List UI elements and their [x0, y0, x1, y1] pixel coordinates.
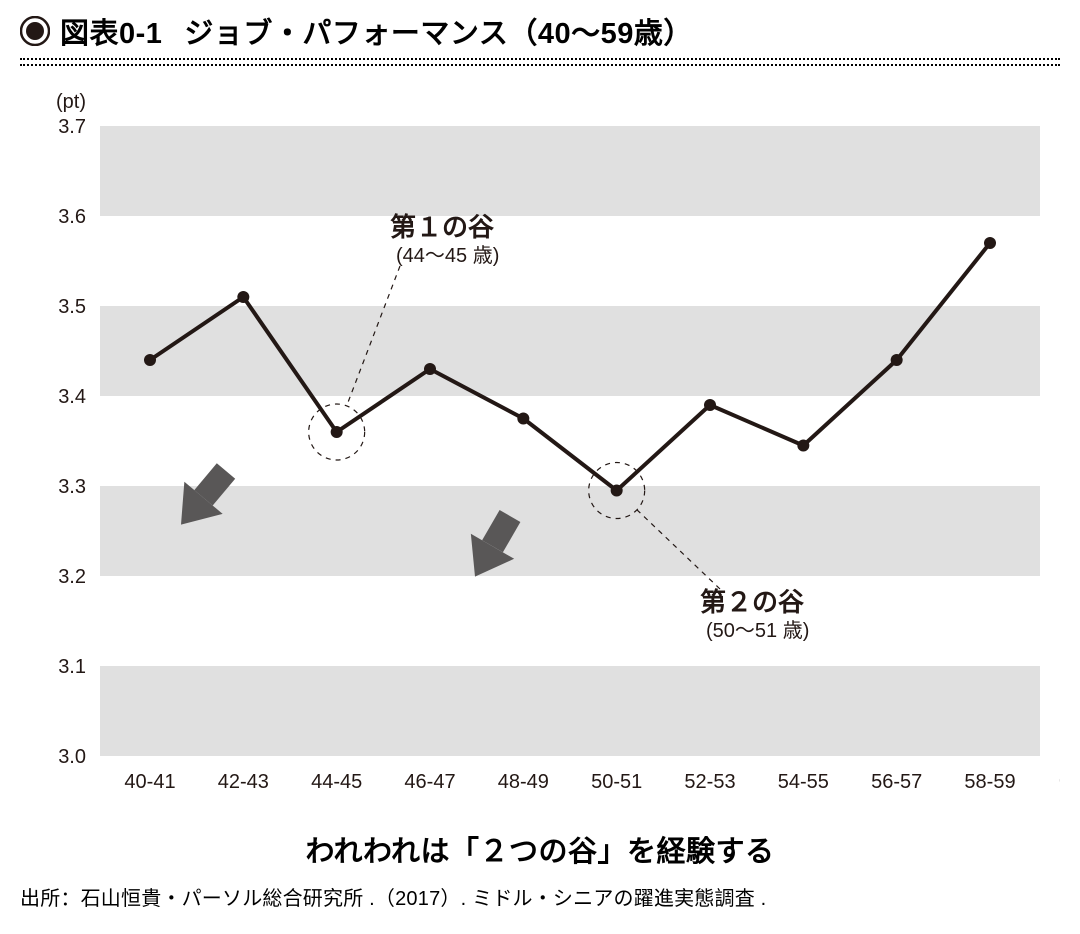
y-tick-label: 3.3	[58, 476, 86, 498]
data-marker	[611, 485, 623, 497]
data-marker	[331, 426, 343, 438]
y-tick-label: 3.7	[58, 116, 86, 138]
x-tick-label: 58-59	[964, 771, 1015, 793]
data-marker	[517, 413, 529, 425]
y-tick-label: 3.6	[58, 206, 86, 228]
grid-band	[100, 396, 1040, 486]
figure-header: 図表0-1 ジョブ・パフォーマンス（40～59歳）	[20, 10, 1060, 58]
data-marker	[144, 354, 156, 366]
x-tick-label: 54-55	[778, 771, 829, 793]
x-tick-label: 52-53	[684, 771, 735, 793]
data-marker	[797, 440, 809, 452]
valley-subtitle: (44～45 歳)	[396, 244, 499, 267]
data-marker	[984, 237, 996, 249]
data-marker	[237, 291, 249, 303]
x-tick-label: 48-49	[498, 771, 549, 793]
grid-band	[100, 306, 1040, 396]
grid-band	[100, 486, 1040, 576]
x-tick-label: 42-43	[218, 771, 269, 793]
x-tick-label: 44-45	[311, 771, 362, 793]
y-tick-label: 3.1	[58, 656, 86, 678]
grid-band	[100, 666, 1040, 756]
x-tick-label: 46-47	[404, 771, 455, 793]
divider-top	[20, 58, 1060, 60]
y-unit-label: (pt)	[56, 91, 86, 113]
y-tick-label: 3.0	[58, 746, 86, 768]
grid-band	[100, 126, 1040, 216]
divider-top-2	[20, 64, 1060, 66]
y-tick-label: 3.2	[58, 566, 86, 588]
x-unit-label: （歳）	[1046, 770, 1060, 793]
data-marker	[704, 399, 716, 411]
valley-title: 第１の谷	[390, 212, 495, 242]
x-tick-label: 50-51	[591, 771, 642, 793]
figure-title: ジョブ・パフォーマンス（40～59歳）	[184, 10, 692, 52]
line-chart: 3.0 3.1 3.2 3.3 3.4 3.5 3.6 3.7 (pt) 40-41 42-43 44…	[20, 76, 1060, 816]
x-tick-label: 56-57	[871, 771, 922, 793]
grid-band	[100, 576, 1040, 666]
chart-subtitle: われわれは「２つの谷」を経験する	[20, 828, 1060, 870]
source-citation: 出所：石山恒貴・パーソル総合研究所 .（2017）. ミドル・シニアの躍進実態調…	[20, 882, 1060, 911]
valley-title: 第２の谷	[700, 587, 805, 617]
y-tick-label: 3.5	[58, 296, 86, 318]
data-marker	[424, 363, 436, 375]
x-tick-label: 40-41	[124, 771, 175, 793]
y-tick-label: 3.4	[58, 386, 86, 408]
bullet-icon	[20, 16, 50, 46]
data-marker	[891, 354, 903, 366]
valley-subtitle: (50～51 歳)	[706, 619, 809, 642]
chart-container: 3.0 3.1 3.2 3.3 3.4 3.5 3.6 3.7 (pt) 40-41 42-43 44…	[20, 76, 1060, 816]
figure-label: 図表0-1	[60, 10, 162, 52]
